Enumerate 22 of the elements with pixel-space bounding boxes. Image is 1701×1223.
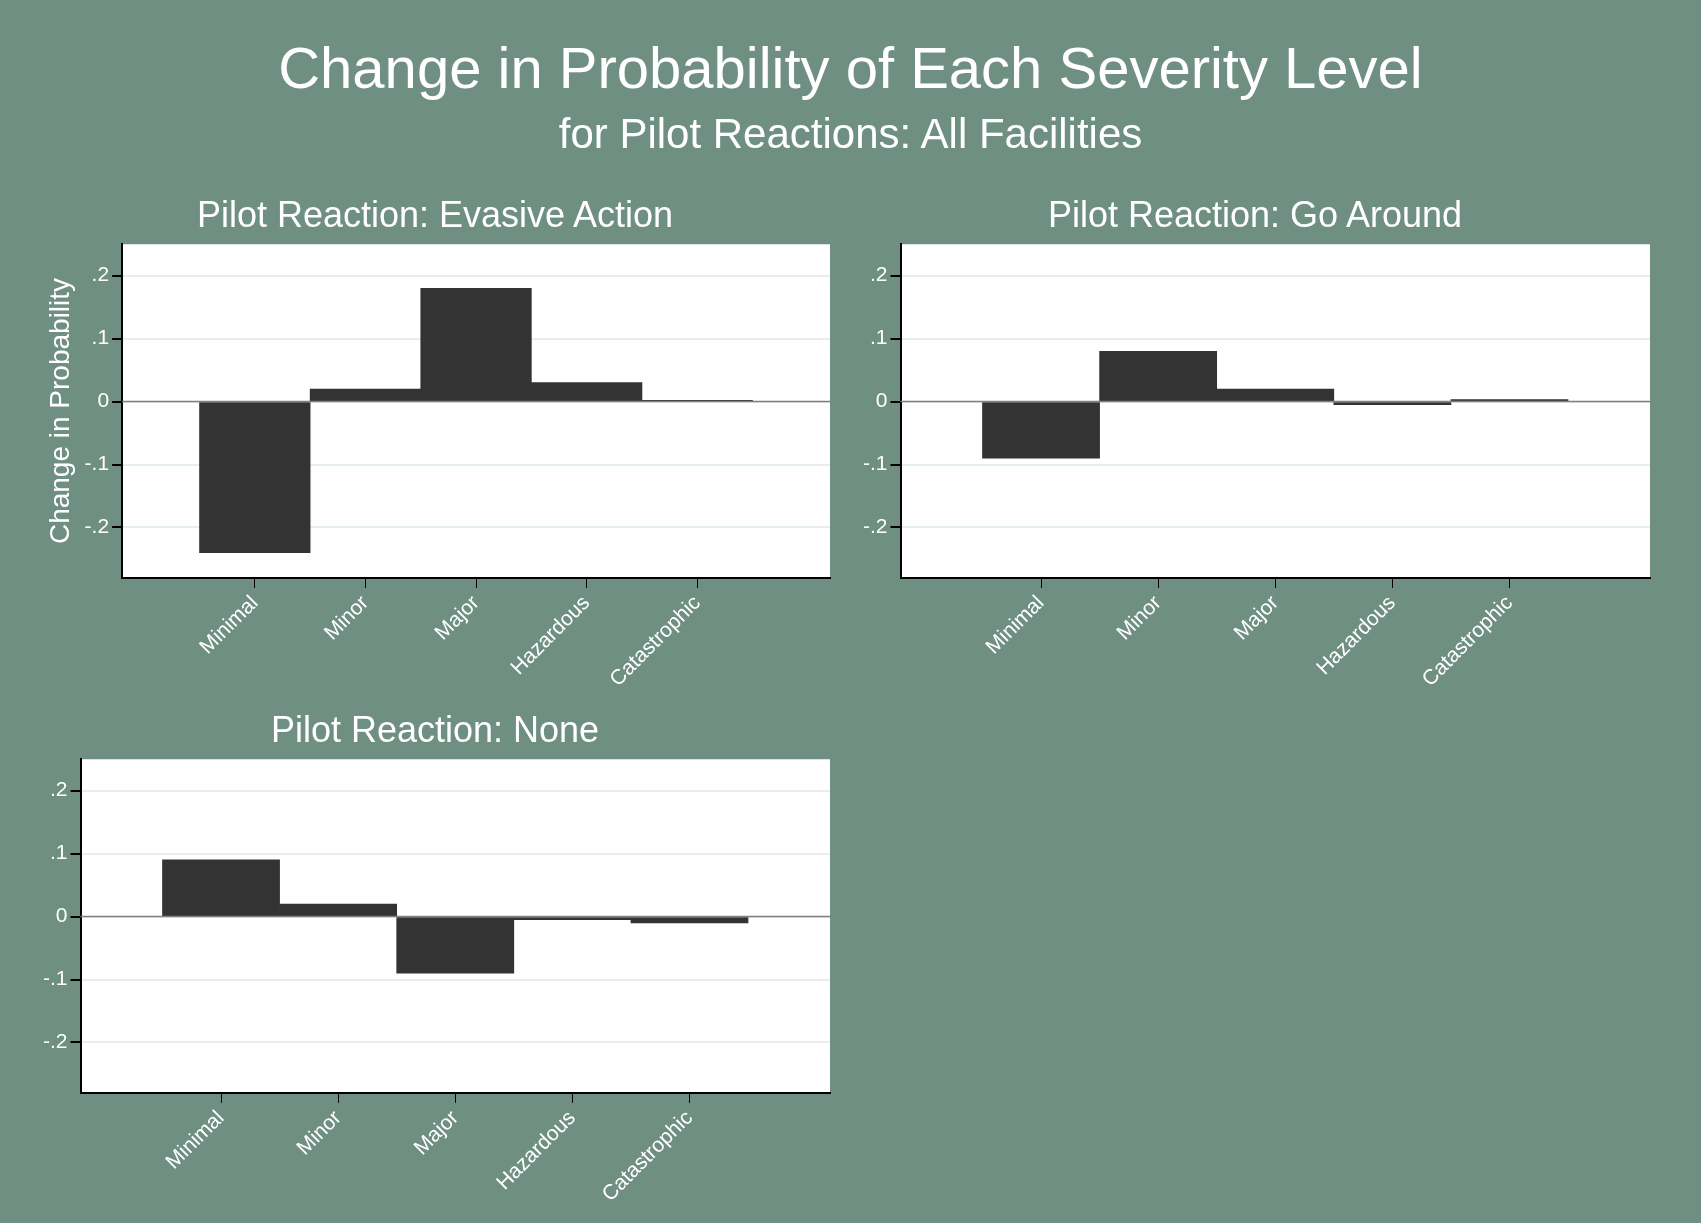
y-tick-label: .1 [91,325,110,349]
y-tick-label: .2 [91,262,110,286]
chart-title: Pilot Reaction: Evasive Action [196,193,674,235]
y-tick-label: -.2 [84,514,110,538]
y-tick-label: .2 [49,777,68,801]
text: for Pilot Reactions: All Facilities [557,109,1144,159]
y-tick-label: -.2 [862,514,888,538]
y-tick-label: 0 [875,388,888,412]
y-tick-label: -.2 [42,1029,68,1053]
y-tick-label: -.1 [42,966,68,990]
text: Change in Probability of Each Severity Level [277,34,1424,102]
y-tick-label: .1 [49,840,68,864]
y-tick-label: 0 [97,388,110,412]
bar [199,402,311,553]
chart-title: Pilot Reaction: Go Around [1047,193,1463,235]
y-tick-label: -.1 [84,451,110,475]
y-tick-label: 0 [55,903,68,927]
y-axis-title: Change in Probability [43,277,75,545]
chart-title: Pilot Reaction: None [270,708,600,750]
y-tick-label: .1 [869,325,888,349]
y-tick-label: .2 [869,262,888,286]
y-tick-label: -.1 [862,451,888,475]
